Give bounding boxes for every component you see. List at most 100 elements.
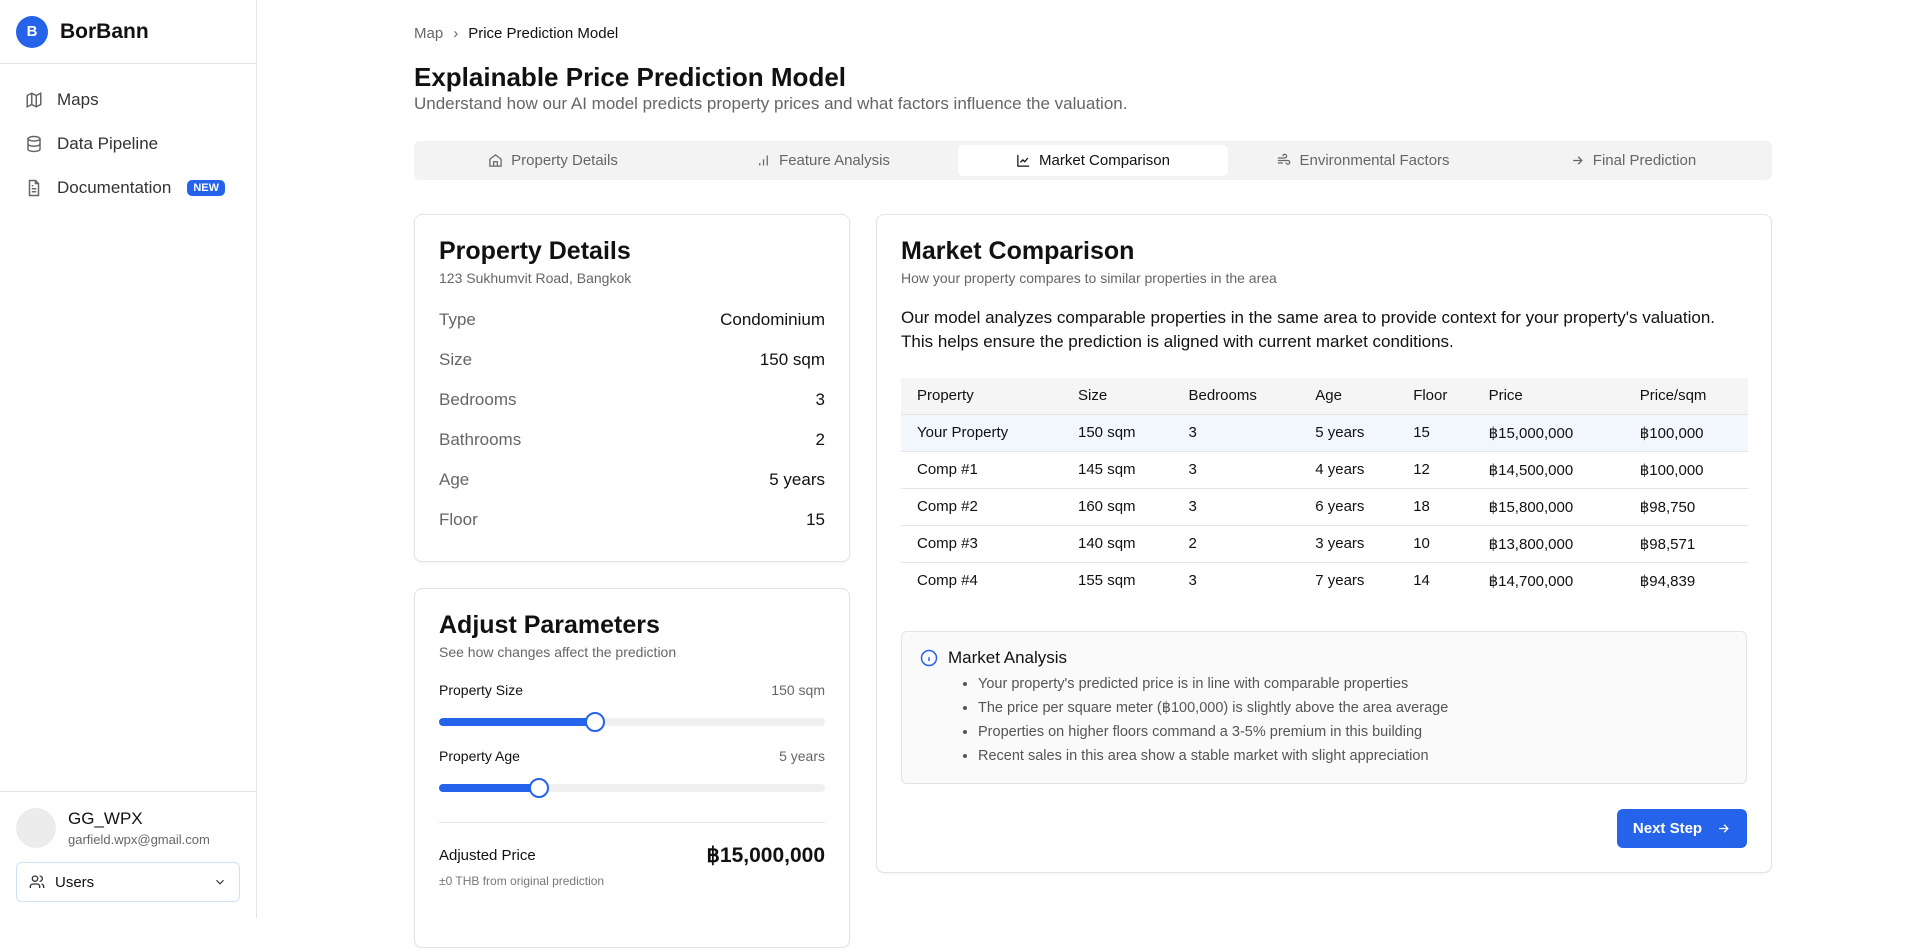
role-select[interactable]: Users [16, 862, 240, 902]
table-cell: 3 [1172, 413, 1300, 451]
tab-feature-analysis[interactable]: Feature Analysis [688, 145, 958, 176]
property-field: Size 150 sqm [439, 340, 825, 380]
tab-label: Market Comparison [1039, 152, 1170, 169]
info-icon [920, 649, 938, 667]
field-label: Bathrooms [439, 430, 522, 449]
slider-track[interactable] [439, 778, 825, 798]
table-row: Comp #1 145 sqm 3 4 years 12 ฿14,500,000 ฿100,… [901, 450, 1748, 488]
field-value: 5 years [769, 470, 825, 489]
chevron-down-icon [216, 879, 224, 885]
analysis-point: Properties on higher floors command a 3-… [978, 720, 1728, 744]
map-icon [26, 92, 42, 108]
tab-label: Feature Analysis [779, 152, 890, 169]
slider-label: Property Size [439, 682, 524, 698]
column-header: Floor [1397, 378, 1473, 414]
tab-environmental-factors[interactable]: Environmental Factors [1228, 145, 1498, 176]
property-details-card: Property Details 123 Sukhumvit Road, Ban… [414, 214, 850, 562]
slider-thumb[interactable] [529, 778, 550, 798]
table-cell: ฿98,571 [1623, 524, 1748, 562]
card-title: Market Comparison [901, 237, 1135, 265]
table-cell: 3 [1172, 450, 1300, 488]
slider-track[interactable] [439, 712, 825, 732]
table-cell: Comp #2 [901, 487, 1062, 525]
adjusted-price-label: Adjusted Price [439, 847, 536, 864]
column-header: Price [1472, 378, 1624, 414]
table-cell: 14 [1397, 561, 1473, 599]
property-field: Bathrooms 2 [439, 420, 825, 460]
table-row: Comp #4 155 sqm 3 7 years 14 ฿14,700,000 ฿94,8… [901, 561, 1748, 599]
slider-thumb[interactable] [585, 712, 606, 732]
price-delta: ±0 THB from original prediction [439, 874, 605, 888]
table-row: Comp #3 140 sqm 2 3 years 10 ฿13,800,000 ฿98,5… [901, 524, 1748, 562]
field-label: Size [439, 350, 473, 369]
table-cell: 4 years [1299, 450, 1398, 488]
table-cell: 145 sqm [1062, 450, 1173, 488]
arrow-right-icon [1572, 156, 1583, 165]
table-cell: 3 years [1299, 524, 1398, 562]
breadcrumb: Map › Price Prediction Model [414, 25, 618, 42]
brand-name: BorBann [60, 19, 149, 43]
column-header: Price/sqm [1623, 378, 1748, 414]
card-subtitle: How your property compares to similar pr… [901, 270, 1277, 286]
sidebar-item-documentation[interactable]: Documentation NEW [0, 166, 256, 210]
slider-fill [439, 784, 540, 792]
table-cell: Comp #3 [901, 524, 1062, 562]
property-field: Floor 15 [439, 500, 825, 540]
sidebar-item-maps[interactable]: Maps [0, 78, 256, 122]
logo: B [16, 15, 48, 48]
analysis-point: Your property's predicted price is in li… [978, 672, 1728, 696]
table-cell: ฿13,800,000 [1472, 524, 1624, 562]
sidebar-item-label: Maps [57, 90, 99, 109]
tab-property-details[interactable]: Property Details [418, 145, 688, 176]
table-cell: 160 sqm [1062, 487, 1173, 525]
bar-chart-icon [759, 155, 768, 166]
breadcrumb-current: Price Prediction Model [468, 25, 619, 42]
field-label: Age [439, 470, 470, 489]
user-email: garfield.wpx@gmail.com [68, 832, 210, 847]
tab-bar: Property Details Feature Analysis Market… [414, 141, 1772, 180]
table-cell: 15 [1397, 413, 1473, 451]
field-label: Floor [439, 510, 478, 529]
sidebar: B BorBann Maps Data Pipeline Documentati… [0, 0, 257, 918]
tab-final-prediction[interactable]: Final Prediction [1498, 145, 1768, 176]
user-panel: GG_WPX garfield.wpx@gmail.com Users [0, 791, 256, 918]
table-cell: ฿98,750 [1623, 487, 1748, 525]
field-value: 150 sqm [759, 350, 825, 369]
chevron-right-icon: › [453, 25, 459, 42]
table-cell: 12 [1397, 450, 1473, 488]
table-row: Your Property 150 sqm 3 5 years 15 ฿15,000,00… [901, 413, 1748, 451]
table-cell: 2 [1172, 524, 1300, 562]
table-cell: 3 [1172, 561, 1300, 599]
table-cell: ฿14,700,000 [1472, 561, 1624, 599]
table-cell: 155 sqm [1062, 561, 1173, 599]
tab-label: Property Details [511, 152, 618, 169]
table-cell: ฿100,000 [1623, 413, 1748, 451]
table-cell: Comp #1 [901, 450, 1062, 488]
field-label: Type [439, 310, 476, 329]
slider-fill [439, 718, 596, 726]
breadcrumb-map[interactable]: Map [414, 25, 444, 42]
table-cell: 18 [1397, 487, 1473, 525]
next-step-button[interactable]: Next Step [1617, 809, 1747, 848]
tab-market-comparison[interactable]: Market Comparison [958, 145, 1228, 176]
field-value: 2 [815, 430, 825, 449]
table-cell: 150 sqm [1062, 413, 1173, 451]
property-address: 123 Sukhumvit Road, Bangkok [439, 270, 632, 286]
table-cell: ฿14,500,000 [1472, 450, 1624, 488]
table-cell: ฿100,000 [1623, 450, 1748, 488]
card-subtitle: See how changes affect the prediction [439, 644, 677, 660]
property-field: Age 5 years [439, 460, 825, 500]
table-cell: Your Property [901, 413, 1062, 451]
brand[interactable]: B BorBann [0, 0, 256, 64]
column-header: Property [901, 378, 1062, 414]
avatar[interactable] [16, 808, 56, 848]
column-header: Bedrooms [1172, 378, 1300, 414]
column-header: Size [1062, 378, 1173, 414]
property-field: Type Condominium [439, 300, 825, 340]
table-row: Comp #2 160 sqm 3 6 years 18 ฿15,800,000 ฿98,7… [901, 487, 1748, 525]
card-title: Property Details [439, 237, 631, 265]
sidebar-nav: Maps Data Pipeline Documentation NEW [0, 64, 256, 210]
adjusted-price-value: ฿15,000,000 [706, 844, 825, 867]
table-cell: ฿15,800,000 [1472, 487, 1624, 525]
sidebar-item-data-pipeline[interactable]: Data Pipeline [0, 122, 256, 166]
